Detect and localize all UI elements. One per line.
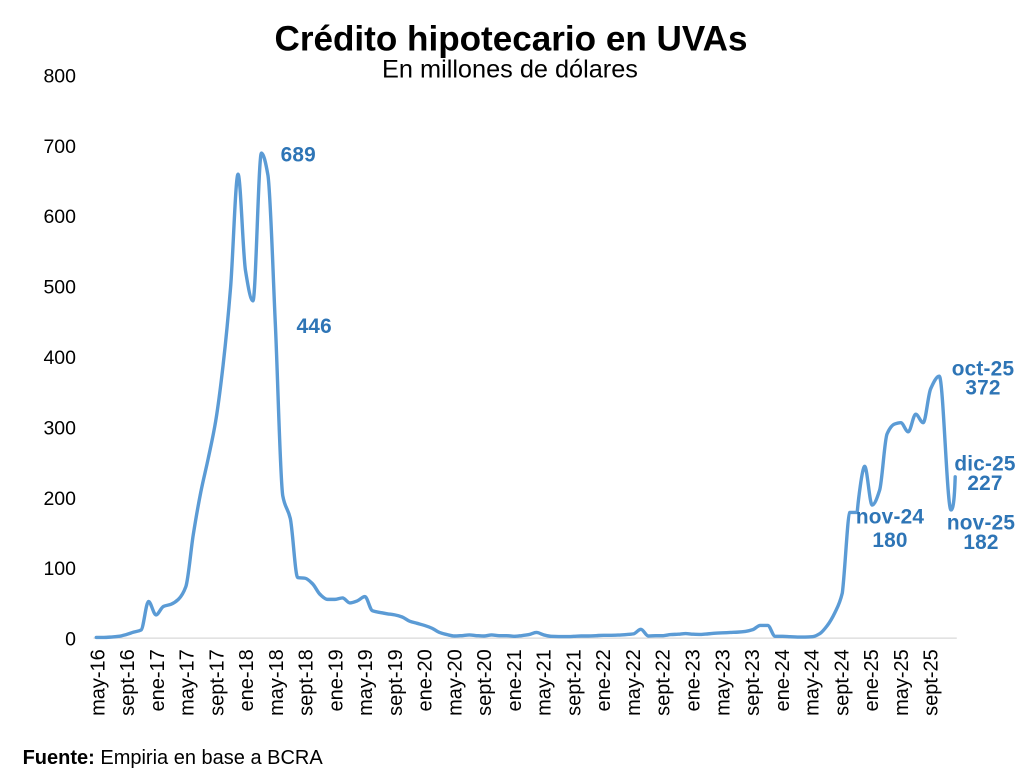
svg-text:En millones de dólares: En millones de dólares xyxy=(382,56,638,84)
svg-text:ene-21: ene-21 xyxy=(504,649,526,711)
svg-text:446: 446 xyxy=(297,315,332,338)
svg-text:nov-25: nov-25 xyxy=(947,512,1015,535)
svg-text:Crédito hipotecario en UVAs: Crédito hipotecario en UVAs xyxy=(275,20,748,59)
svg-text:372: 372 xyxy=(965,377,1000,400)
svg-text:sept-17: sept-17 xyxy=(206,649,228,716)
svg-text:may-24: may-24 xyxy=(802,649,824,716)
svg-text:sept-22: sept-22 xyxy=(653,649,675,716)
svg-text:sept-20: sept-20 xyxy=(474,649,496,716)
svg-text:ene-18: ene-18 xyxy=(236,649,258,711)
svg-text:ene-23: ene-23 xyxy=(683,649,705,711)
svg-text:Fuente: Empiria en base a BCRA: Fuente: Empiria en base a BCRA xyxy=(23,747,324,769)
svg-text:300: 300 xyxy=(43,417,76,439)
svg-text:sept-16: sept-16 xyxy=(117,649,139,716)
svg-text:nov-24: nov-24 xyxy=(856,505,924,528)
svg-text:ene-17: ene-17 xyxy=(147,649,169,711)
svg-text:may-18: may-18 xyxy=(266,649,288,716)
svg-text:200: 200 xyxy=(43,488,76,510)
svg-text:may-25: may-25 xyxy=(891,649,913,716)
svg-text:may-22: may-22 xyxy=(623,649,645,716)
svg-text:ene-24: ene-24 xyxy=(772,649,794,711)
svg-text:689: 689 xyxy=(281,144,316,167)
svg-text:sept-18: sept-18 xyxy=(296,649,318,716)
svg-text:sept-24: sept-24 xyxy=(831,649,853,716)
svg-text:227: 227 xyxy=(967,472,1002,495)
svg-text:sept-25: sept-25 xyxy=(921,649,943,716)
svg-text:700: 700 xyxy=(43,136,76,158)
svg-text:182: 182 xyxy=(963,531,998,554)
svg-text:may-20: may-20 xyxy=(444,649,466,716)
svg-text:sept-19: sept-19 xyxy=(385,649,407,716)
svg-text:may-17: may-17 xyxy=(177,649,199,716)
svg-text:0: 0 xyxy=(65,629,76,651)
svg-text:600: 600 xyxy=(43,206,76,228)
svg-text:400: 400 xyxy=(43,347,76,369)
svg-text:dic-25: dic-25 xyxy=(954,453,1015,476)
svg-text:ene-20: ene-20 xyxy=(415,649,437,711)
svg-text:500: 500 xyxy=(43,277,76,299)
svg-text:800: 800 xyxy=(43,65,76,87)
svg-text:sept-21: sept-21 xyxy=(564,649,586,716)
svg-text:sept-23: sept-23 xyxy=(742,649,764,716)
svg-text:may-21: may-21 xyxy=(534,649,556,716)
svg-text:oct-25: oct-25 xyxy=(952,357,1014,380)
svg-text:may-23: may-23 xyxy=(712,649,734,716)
svg-text:ene-19: ene-19 xyxy=(325,649,347,711)
svg-text:100: 100 xyxy=(43,558,76,580)
svg-text:may-19: may-19 xyxy=(355,649,377,716)
svg-text:ene-22: ene-22 xyxy=(593,649,615,711)
svg-text:ene-25: ene-25 xyxy=(861,649,883,711)
svg-text:180: 180 xyxy=(872,529,907,552)
svg-text:may-16: may-16 xyxy=(87,649,109,716)
